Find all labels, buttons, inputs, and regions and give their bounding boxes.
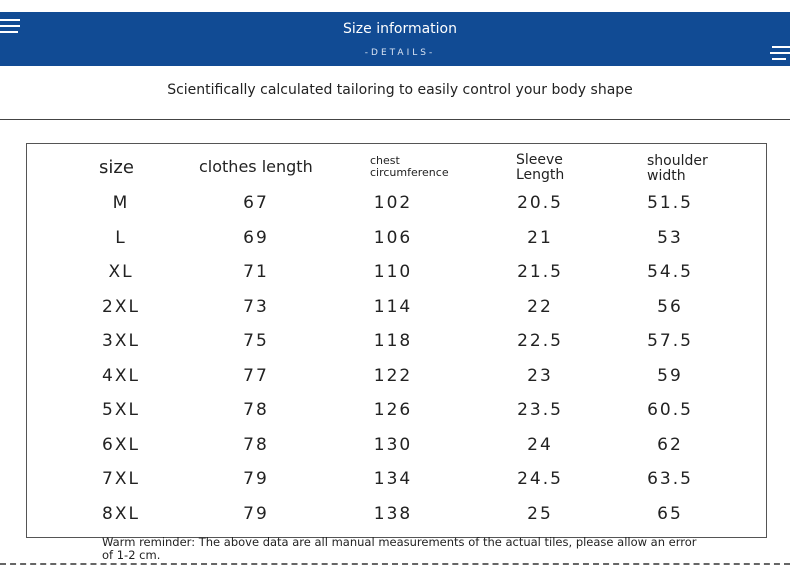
- header-title: Size information: [343, 21, 457, 37]
- table-cell: 60.5: [647, 400, 693, 420]
- table-cell: 63.5: [647, 469, 693, 489]
- table-cell: L: [115, 227, 127, 248]
- table-cell: 8XL: [102, 503, 140, 524]
- divider: [0, 119, 790, 120]
- table-cell: 118: [373, 331, 413, 351]
- table-cell: 51.5: [647, 193, 693, 213]
- column-header: shoulder width: [647, 153, 708, 184]
- table-cell: 3XL: [102, 331, 140, 351]
- column-header: Sleeve Length: [516, 152, 565, 183]
- table-cell: 77: [243, 365, 269, 386]
- table-cell: 126: [373, 400, 413, 420]
- tagline: Scientifically calculated tailoring to e…: [167, 82, 633, 98]
- table-cell: 138: [373, 503, 413, 524]
- table-cell: 79: [243, 469, 269, 489]
- table-cell: 130: [373, 434, 413, 455]
- size-table: [26, 143, 767, 538]
- header-subtitle: -DETAILS-: [364, 48, 436, 58]
- table-cell: 53: [657, 227, 683, 248]
- table-cell: 79: [243, 503, 269, 524]
- table-cell: 122: [373, 365, 413, 386]
- table-cell: 102: [373, 193, 413, 213]
- table-cell: 75: [243, 331, 269, 351]
- table-cell: 62: [657, 434, 683, 455]
- table-cell: 23: [527, 365, 553, 386]
- table-cell: 78: [243, 434, 269, 455]
- table-cell: 106: [373, 227, 413, 248]
- footer-note: Warm reminder: The above data are all ma…: [102, 535, 697, 562]
- table-cell: 56: [657, 296, 683, 317]
- table-cell: 22: [527, 296, 553, 317]
- table-cell: XL: [108, 262, 134, 282]
- table-cell: 59: [657, 365, 683, 386]
- dashed-rule: [0, 563, 790, 565]
- table-cell: 5XL: [102, 400, 140, 420]
- header-band: [0, 12, 790, 66]
- table-cell: 7XL: [102, 469, 140, 489]
- table-cell: 21.5: [517, 262, 563, 282]
- table-cell: 67: [243, 193, 269, 213]
- table-cell: 78: [243, 400, 269, 420]
- table-cell: 4XL: [102, 365, 140, 386]
- table-cell: 21: [527, 227, 553, 248]
- column-header: size: [99, 157, 134, 178]
- table-cell: 2XL: [102, 296, 140, 317]
- table-cell: 23.5: [517, 400, 563, 420]
- table-cell: 73: [243, 296, 269, 317]
- table-cell: 69: [243, 227, 269, 248]
- table-cell: 6XL: [102, 434, 140, 455]
- column-header: chest circumference: [370, 154, 449, 179]
- table-cell: 22.5: [517, 331, 563, 351]
- table-cell: 71: [243, 262, 269, 282]
- table-cell: 65: [657, 503, 683, 524]
- table-cell: 24.5: [517, 469, 563, 489]
- table-cell: 54.5: [647, 262, 693, 282]
- table-cell: 20.5: [517, 193, 563, 213]
- table-cell: 24: [527, 434, 553, 455]
- column-header: clothes length: [199, 157, 313, 176]
- table-cell: 110: [373, 262, 413, 282]
- table-cell: 57.5: [647, 331, 693, 351]
- table-cell: 25: [527, 503, 553, 524]
- table-cell: M: [112, 193, 130, 213]
- table-cell: 114: [373, 296, 413, 317]
- header-icons: [0, 19, 790, 60]
- table-cell: 134: [373, 469, 413, 489]
